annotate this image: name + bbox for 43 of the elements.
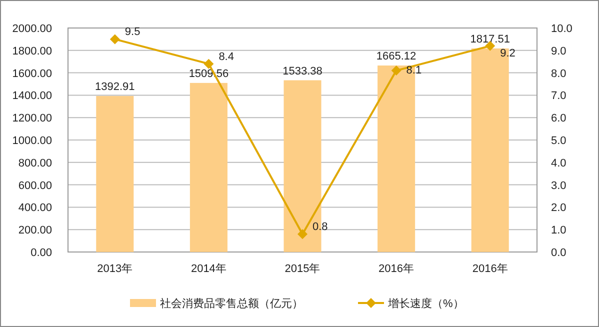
y-tick-label: 1000.00 — [12, 135, 52, 147]
y-tick-label: 400.00 — [18, 202, 52, 214]
y-tick-label: 1400.00 — [12, 90, 52, 102]
y2-tick-label: 2.0 — [551, 202, 566, 214]
x-tick-label: 2015年 — [284, 263, 320, 275]
y-tick-label: 200.00 — [18, 224, 52, 237]
y-tick-label: 1600.00 — [12, 68, 52, 80]
y-tick-label: 0.00 — [30, 247, 52, 259]
data-label: 1817.51 — [470, 33, 510, 46]
y2-tick-label: 9.0 — [551, 45, 566, 58]
y2-tick-label: 3.0 — [551, 180, 566, 192]
data-label: 1533.38 — [282, 65, 322, 78]
x-tick-label: 2013年 — [97, 263, 133, 275]
x-tick-label: 2014年 — [190, 263, 226, 275]
x-tick-label: 2016年 — [472, 263, 508, 275]
point — [110, 34, 120, 44]
data-label: 9.5 — [124, 26, 140, 38]
y2-tick-label: 10.0 — [551, 23, 572, 35]
y2-tick-label: 8.0 — [551, 68, 566, 80]
y2-tick-label: 5.0 — [551, 135, 566, 147]
data-label: 8.1 — [406, 64, 422, 77]
point — [204, 58, 214, 69]
y-tick-label: 600.00 — [18, 180, 52, 192]
y2-tick-label: 0.0 — [551, 247, 566, 259]
y-tick-label: 2000.00 — [12, 23, 52, 35]
y2-tick-label: 1.0 — [551, 224, 566, 237]
legend-label: 增长速度（%） — [387, 297, 464, 310]
y-tick-label: 1800.00 — [12, 45, 52, 58]
y2-tick-label: 4.0 — [551, 157, 566, 170]
y2-tick-label: 7.0 — [551, 90, 566, 102]
x-tick-label: 2016年 — [378, 263, 414, 275]
bar — [96, 96, 134, 252]
point — [391, 66, 402, 76]
y2-tick-label: 6.0 — [551, 112, 566, 125]
point — [298, 229, 308, 240]
y-tick-label: 1200.00 — [12, 112, 52, 125]
data-label: 0.8 — [312, 221, 328, 234]
data-label: 1392.91 — [95, 80, 135, 93]
data-label: 8.4 — [218, 50, 234, 63]
y-tick-label: 800.00 — [18, 157, 52, 170]
data-label: 1665.12 — [376, 50, 416, 63]
bar — [190, 82, 228, 252]
legend-label: 社会消费品零售总额（亿元） — [160, 297, 303, 310]
